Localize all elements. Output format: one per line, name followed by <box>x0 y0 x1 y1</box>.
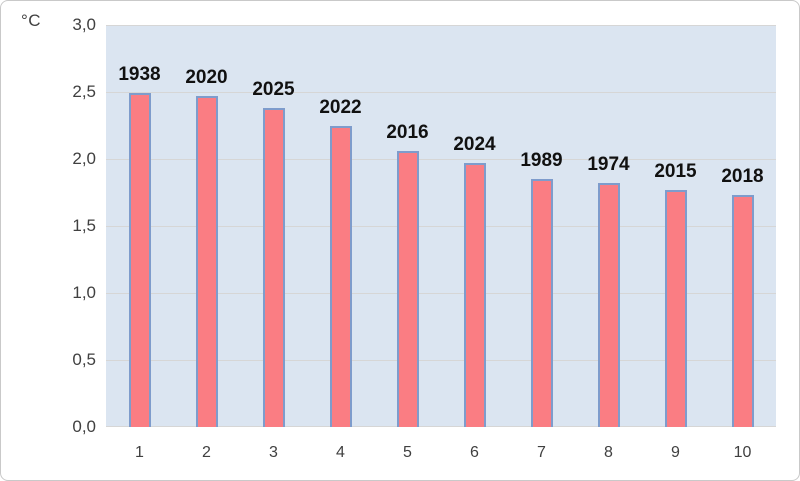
gridline <box>106 293 776 294</box>
gridline <box>106 25 776 26</box>
bar <box>597 183 620 427</box>
bar <box>396 150 419 427</box>
y-tick-label: 0,5 <box>72 350 96 369</box>
x-tick-label: 3 <box>269 444 278 461</box>
gridline <box>106 159 776 160</box>
gridline <box>106 226 776 227</box>
x-tick-label: 10 <box>733 444 752 461</box>
x-tick-label: 6 <box>470 444 479 461</box>
y-tick-label: 1,5 <box>72 216 96 235</box>
bar-value-label: 1938 <box>118 64 161 86</box>
bar <box>530 179 553 427</box>
x-tick-label: 7 <box>537 444 546 461</box>
bar-value-label: 2022 <box>319 96 362 118</box>
y-tick-label: 2,0 <box>72 149 96 168</box>
y-tick-label: 0,0 <box>72 417 96 436</box>
bar <box>463 163 486 427</box>
x-tick-label: 2 <box>202 444 211 461</box>
bar <box>731 195 754 427</box>
bar <box>329 125 352 427</box>
bar <box>195 96 218 427</box>
y-tick-label: 3,0 <box>72 15 96 34</box>
bar-value-label: 2024 <box>453 134 496 156</box>
bar-value-label: 1989 <box>520 150 563 172</box>
bar-value-label: 1974 <box>587 154 630 176</box>
plot-area: 1938 2020 2025 2022 2016 2024 1989 1974 2015 2018 <box>106 25 776 427</box>
x-tick-label: 1 <box>135 444 144 461</box>
y-axis-unit-label: °C <box>21 11 42 30</box>
bar-value-label: 2016 <box>386 121 429 143</box>
bar-value-label: 2015 <box>654 160 697 182</box>
x-tick-label: 9 <box>671 444 680 461</box>
gridline <box>106 426 776 427</box>
y-tick-label: 2,5 <box>72 82 96 101</box>
bar <box>262 108 285 427</box>
gridline <box>106 92 776 93</box>
bar-value-label: 2025 <box>252 79 295 101</box>
gridline <box>106 360 776 361</box>
bar-value-label: 2020 <box>185 67 228 89</box>
x-tick-label: 8 <box>604 444 613 461</box>
x-tick-label: 4 <box>336 444 345 461</box>
y-tick-label: 1,0 <box>72 283 96 302</box>
bar <box>128 93 151 427</box>
bar <box>664 189 687 427</box>
x-tick-label: 5 <box>403 444 412 461</box>
bar-value-label: 2018 <box>721 166 764 188</box>
